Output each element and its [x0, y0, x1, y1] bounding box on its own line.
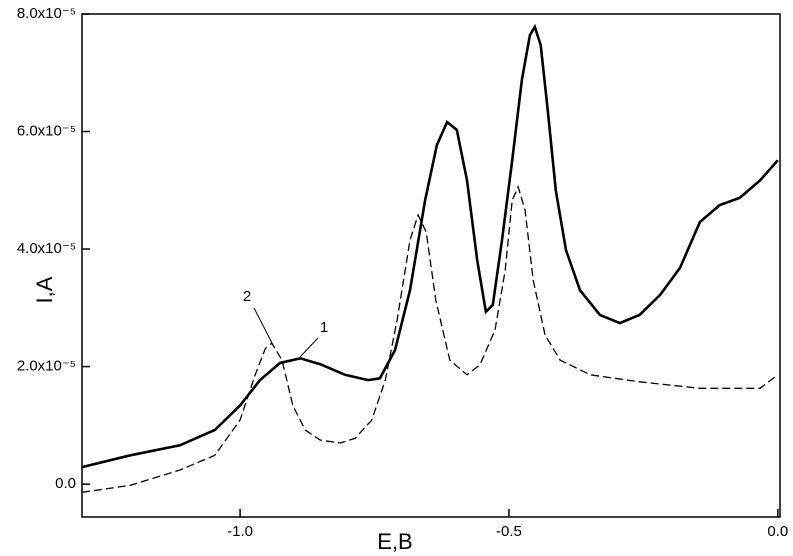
x-tick-label: -1.0 — [227, 523, 253, 540]
series-line — [81, 184, 779, 493]
y-tick-label: 4.0x10⁻⁵ — [17, 240, 76, 257]
annotation-leader — [299, 337, 319, 358]
x-tick-label: -0.5 — [496, 523, 522, 540]
y-tick-label: 6.0x10⁻⁵ — [17, 122, 76, 139]
annotation-leader — [253, 307, 273, 344]
annotation: 1 — [320, 319, 328, 336]
y-tick-label: 2.0x10⁻⁵ — [17, 358, 76, 375]
y-tick-label: 8.0x10⁻⁵ — [17, 5, 76, 22]
y-tick-label: 0.0 — [55, 475, 76, 492]
series-line — [81, 23, 779, 469]
y-axis-label: I,A — [32, 276, 57, 303]
annotation: 2 — [243, 288, 251, 305]
x-axis-label: E,B — [377, 529, 412, 554]
plot-frame — [81, 13, 781, 518]
x-tick-label: 0.0 — [767, 523, 788, 540]
